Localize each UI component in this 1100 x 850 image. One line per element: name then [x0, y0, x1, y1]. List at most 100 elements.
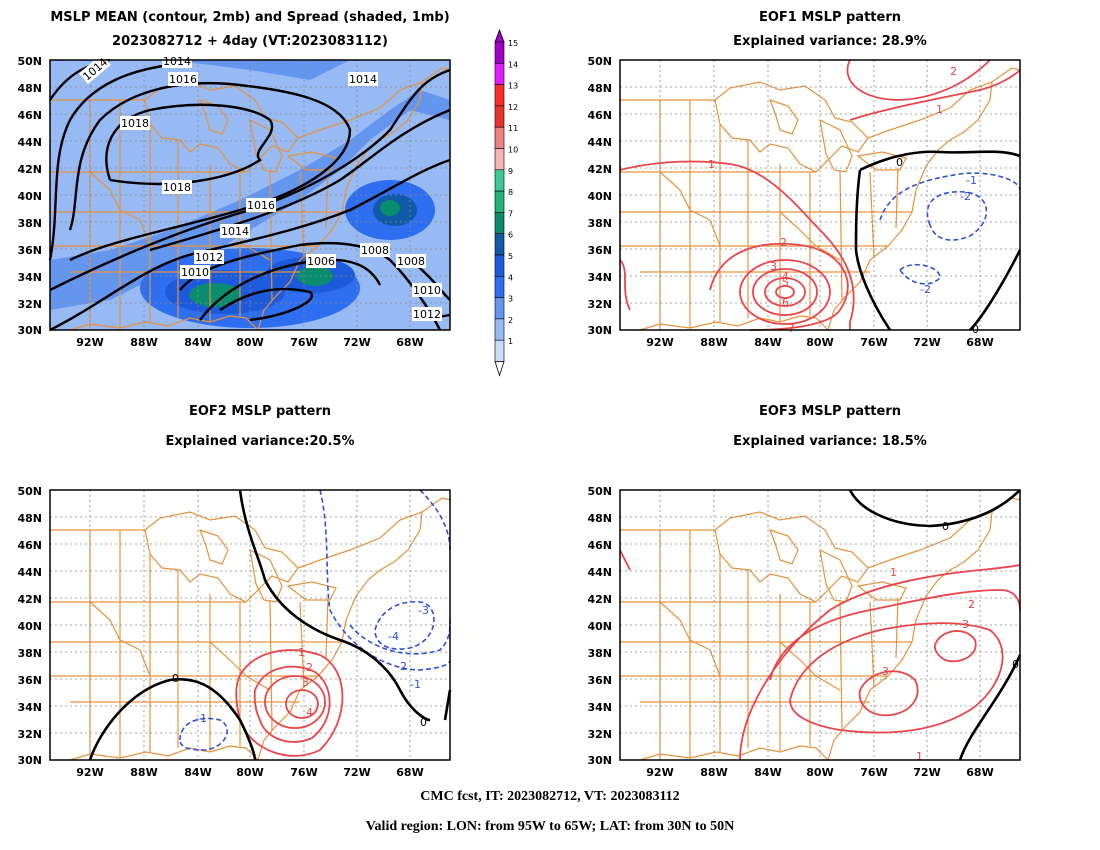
eof1-contour-label: 1: [708, 158, 715, 171]
mean-contour-label: 1018: [121, 117, 149, 130]
lat-tick-label: 46N: [17, 109, 42, 122]
lat-tick-label: 50N: [17, 485, 42, 498]
lon-tick-label: 80W: [806, 766, 833, 779]
lon-tick-label: 88W: [700, 766, 727, 779]
lat-tick-label: 36N: [17, 244, 42, 257]
lat-tick-label: 36N: [17, 674, 42, 687]
colorbar-segment: [494, 297, 505, 320]
lon-tick-label: 80W: [236, 336, 263, 349]
spread-colorbar: 15 14 13 12 11 10 9 8 7 6 5 4 3 2 1: [494, 28, 518, 377]
colorbar-segment: [494, 148, 505, 171]
lat-tick-label: 30N: [587, 754, 612, 767]
lat-tick-label: 34N: [587, 701, 612, 714]
eof1-panel: 2 1 1 0 -1 -2 2 3 4 5 6 7 -2 0: [619, 59, 1022, 336]
colorbar-label: 12: [508, 103, 518, 112]
lon-tick-label: 84W: [754, 766, 781, 779]
lon-tick-label: 84W: [184, 336, 211, 349]
colorbar-label: 11: [508, 124, 518, 133]
mean-contour-label: 1010: [413, 284, 441, 297]
colorbar-label: 13: [508, 82, 518, 91]
eof1-contour-label: 2: [950, 65, 957, 78]
colorbar-label: 2: [508, 316, 513, 325]
eof1-contour-label: -2: [960, 190, 971, 203]
eof1-contour-label: -1: [966, 174, 977, 187]
colorbar-label: 15: [508, 39, 518, 48]
lon-tick-label: 80W: [806, 336, 833, 349]
eof1-contour-label: 1: [936, 103, 943, 116]
eof3-contour-label: 2: [968, 598, 975, 611]
lat-tick-label: 40N: [587, 190, 612, 203]
lat-tick-label: 36N: [587, 244, 612, 257]
lat-tick-label: 50N: [587, 55, 612, 68]
lat-tick-label: 48N: [17, 512, 42, 525]
lat-tick-label: 44N: [17, 136, 42, 149]
eof1-contour-label: 7: [788, 322, 795, 335]
eof3-contour-label: 0: [1012, 658, 1019, 671]
eof1-contour-label: 3: [770, 260, 777, 273]
eof3-contour-label: 3: [882, 665, 889, 678]
colorbar-segment: [494, 84, 505, 107]
eof3-lon-axis: 92W 88W 84W 80W 76W 72W 68W: [646, 766, 993, 779]
colorbar-segment: [494, 41, 505, 64]
lat-tick-label: 42N: [17, 593, 42, 606]
colorbar-segment: [494, 339, 505, 362]
colorbar-min-arrow: [494, 361, 505, 377]
mean-contour-label: 1016: [169, 73, 197, 86]
mean-contour-label: 1006: [307, 255, 335, 268]
lat-tick-label: 30N: [587, 324, 612, 337]
eof2-panel: -3 -4 -2 -1 1 2 3 4 0 -1 0: [49, 489, 452, 761]
lon-tick-label: 92W: [646, 766, 673, 779]
colorbar-segment: [494, 62, 505, 85]
eof3-contour-label: 0: [942, 520, 949, 533]
lat-tick-label: 34N: [17, 701, 42, 714]
lon-tick-label: 72W: [343, 336, 370, 349]
lon-tick-label: 88W: [700, 336, 727, 349]
eof1-lat-axis: 50N 48N 46N 44N 42N 40N 38N 36N 34N 32N …: [587, 55, 612, 337]
lon-tick-label: 88W: [130, 766, 157, 779]
eof2-title-line2: Explained variance:20.5%: [165, 434, 355, 449]
lon-tick-label: 92W: [646, 336, 673, 349]
mean-contour-label: 1014: [349, 73, 377, 86]
lon-tick-label: 84W: [184, 766, 211, 779]
mean-title-line2: 2023082712 + 4day (VT:2023083112): [112, 34, 388, 49]
eof1-contour-label: 4: [782, 270, 789, 283]
lat-tick-label: 40N: [587, 620, 612, 633]
lat-tick-label: 34N: [17, 271, 42, 284]
lat-tick-label: 32N: [17, 728, 42, 741]
lat-tick-label: 30N: [17, 324, 42, 337]
lon-tick-label: 80W: [236, 766, 263, 779]
mean-contour-label: 1014: [221, 225, 249, 238]
lat-tick-label: 30N: [17, 754, 42, 767]
lat-tick-label: 40N: [17, 620, 42, 633]
lon-tick-label: 88W: [130, 336, 157, 349]
eof2-contour-label: 4: [306, 706, 313, 719]
colorbar-segment: [494, 318, 505, 341]
mean-contour-label: 1012: [195, 251, 223, 264]
mean-contour-label: 1018: [163, 181, 191, 194]
eof2-contour-label: 1: [298, 646, 305, 659]
lon-tick-label: 76W: [860, 336, 887, 349]
mean-contour-label: 1010: [181, 266, 209, 279]
colorbar-label: 1: [508, 337, 513, 346]
lat-tick-label: 46N: [17, 539, 42, 552]
lat-tick-label: 42N: [587, 593, 612, 606]
eof1-contour-label: 0: [896, 156, 903, 169]
eof2-contour-label: 2: [306, 661, 313, 674]
eof2-lat-axis: 50N 48N 46N 44N 42N 40N 38N 36N 34N 32N …: [17, 485, 42, 767]
lat-tick-label: 40N: [17, 190, 42, 203]
lon-tick-label: 72W: [343, 766, 370, 779]
lat-tick-label: 48N: [587, 82, 612, 95]
lat-tick-label: 34N: [587, 271, 612, 284]
eof2-title-line1: EOF2 MSLP pattern: [188, 404, 331, 419]
eof3-title-line1: EOF3 MSLP pattern: [758, 404, 901, 419]
footer-line1: CMC fcst, IT: 2023082712, VT: 2023083112: [420, 789, 680, 804]
mean-contour-label: 1008: [361, 244, 389, 257]
eof1-contour-label: -2: [920, 283, 931, 296]
eof1-title-line1: EOF1 MSLP pattern: [758, 10, 901, 25]
colorbar-segment: [494, 254, 505, 277]
eof3-title-line2: Explained variance: 18.5%: [733, 434, 927, 449]
eof1-title-line2: Explained variance: 28.9%: [733, 34, 927, 49]
lon-tick-label: 68W: [966, 766, 993, 779]
eof1-contour-label: 5: [782, 276, 789, 289]
